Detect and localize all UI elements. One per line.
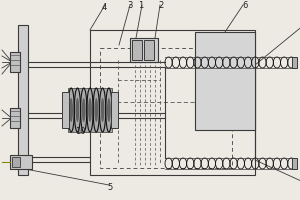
Bar: [195, 32, 255, 130]
Bar: [18, 25, 28, 175]
Text: 1: 1: [138, 1, 144, 10]
Text: 5: 5: [107, 182, 112, 192]
Bar: [12, 157, 20, 167]
Text: 6: 6: [242, 1, 248, 10]
Bar: [130, 38, 158, 62]
Ellipse shape: [69, 98, 73, 122]
Bar: [144, 40, 154, 60]
Bar: [90, 30, 255, 175]
Bar: [132, 40, 142, 60]
Ellipse shape: [94, 98, 98, 122]
Ellipse shape: [82, 98, 85, 122]
Bar: [10, 52, 20, 72]
Bar: [292, 158, 297, 169]
Ellipse shape: [101, 98, 104, 122]
Text: 4: 4: [101, 3, 106, 12]
Bar: [68, 88, 112, 132]
Ellipse shape: [76, 98, 79, 122]
Bar: [292, 57, 297, 68]
Bar: [10, 155, 32, 169]
Ellipse shape: [88, 98, 92, 122]
Text: 10: 10: [75, 128, 85, 136]
Bar: [111, 92, 118, 128]
Text: 3: 3: [127, 1, 133, 10]
Bar: [10, 108, 20, 128]
Text: 2: 2: [158, 1, 164, 10]
Ellipse shape: [107, 98, 111, 122]
Bar: [100, 48, 232, 168]
Bar: [62, 92, 69, 128]
